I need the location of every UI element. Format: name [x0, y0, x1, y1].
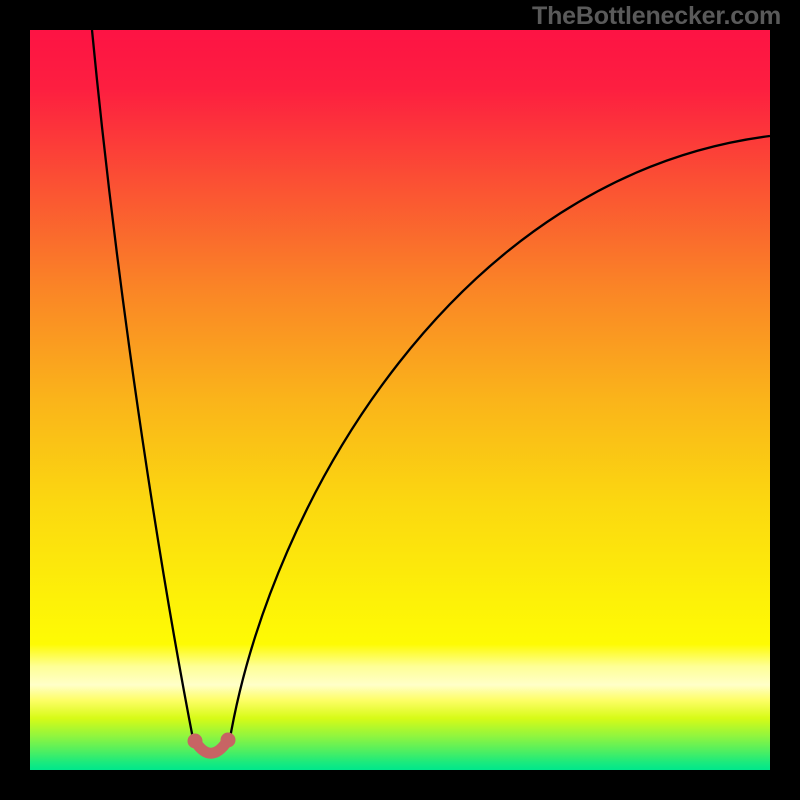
bottom-dot-right — [221, 733, 236, 748]
bottom-dot-left — [188, 734, 203, 749]
plot-area — [30, 30, 770, 770]
curves-svg — [30, 30, 770, 770]
watermark-text: TheBottlenecker.com — [532, 2, 781, 31]
left-curve — [92, 30, 194, 744]
right-curve — [229, 136, 770, 744]
